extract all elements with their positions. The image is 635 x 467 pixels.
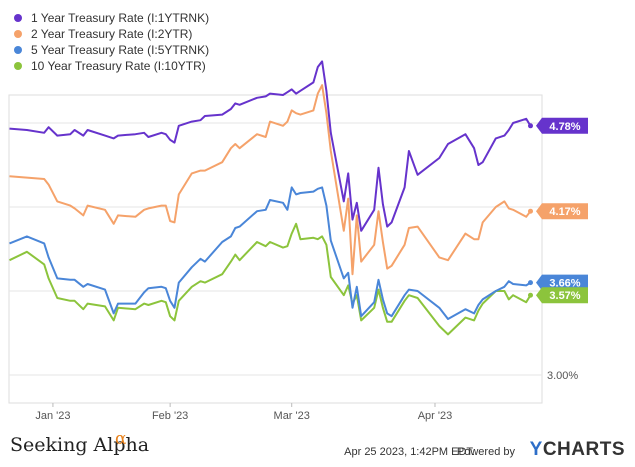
series-line [9,186,532,320]
x-tick-label: Jan '23 [35,410,70,422]
timestamp: Apr 25 2023, 1:42PM EDT. [344,446,475,458]
end-value-labels: 4.78% 4.17% 3.66%3.57% [528,117,588,304]
legend-item: 2 Year Treasury Rate (I:2YTR) [14,26,209,42]
chart-legend: 1 Year Treasury Rate (I:1YTRNK) 2 Year Tr… [14,10,209,74]
legend-label: 2 Year Treasury Rate (I:2YTR) [31,27,193,41]
series-end-point [528,208,533,214]
ycharts-text: CHARTS [542,439,625,460]
ycharts-logo: YCHARTS [530,439,625,461]
legend-label: 5 Year Treasury Rate (I:5YTRNK) [31,43,210,57]
legend-label: 10 Year Treasury Rate (I:10YTR) [31,59,206,73]
legend-marker [14,30,22,38]
legend-marker [14,46,22,54]
y-axis-labels: 3.00%3.60%4.20%4.80% [547,118,578,382]
plot-background [8,94,543,404]
legend-marker [14,62,22,70]
end-label-text: 4.17% [549,206,580,218]
seeking-alpha-logo: Seeking Alpha [10,434,150,456]
end-label-box [536,203,588,220]
x-tick-label: Feb '23 [152,410,188,422]
alpha-symbol: α [115,429,127,449]
ycharts-y: Y [529,439,543,460]
legend-item: 1 Year Treasury Rate (I:1YTRNK) [14,10,209,26]
end-label-text: 3.57% [549,290,580,302]
series-line [9,84,532,276]
chart-footer: Seeking Alpha α Apr 25 2023, 1:42PM EDT.… [0,428,635,467]
x-tick-label: Apr '23 [418,410,453,422]
series-lines [9,60,532,336]
series-end-point [528,292,533,298]
powered-by-label: Powered by [456,446,515,458]
legend-item: 10 Year Treasury Rate (I:10YTR) [14,58,209,74]
legend-label: 1 Year Treasury Rate (I:1YTRNK) [31,11,210,25]
end-label-text: 4.78% [549,121,580,133]
line-chart: 3.00%3.60%4.20%4.80% Jan '23 Feb '23 Mar '… [8,60,588,422]
end-label-box [536,287,588,304]
y-tick-label: 3.00% [547,370,578,382]
series-line [9,60,532,232]
x-tick-label: Mar '23 [274,410,310,422]
series-line [9,222,532,336]
legend-marker [14,14,22,22]
end-label-box [536,117,588,134]
series-end-point [528,280,533,286]
end-label-text: 3.66% [549,278,580,290]
x-axis-labels: Jan '23 Feb '23 Mar '23 Apr '23 [35,403,452,422]
end-label-box [536,274,588,291]
legend-item: 5 Year Treasury Rate (I:5YTRNK) [14,42,209,58]
series-end-point [528,123,533,129]
